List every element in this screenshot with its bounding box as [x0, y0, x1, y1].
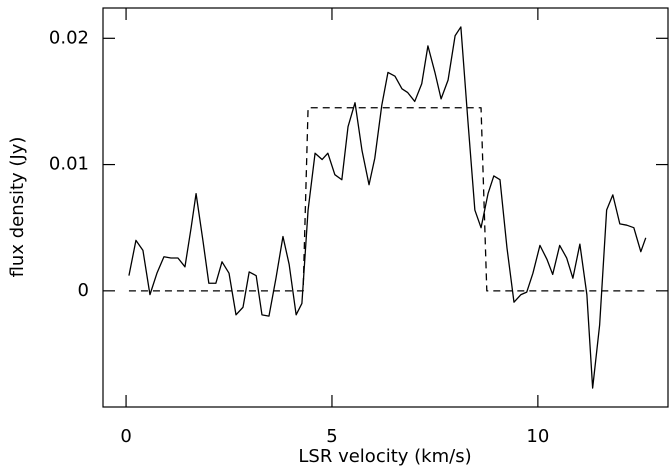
plot-frame — [102, 7, 669, 408]
model-line — [128, 107, 646, 292]
spectrum-line — [128, 26, 647, 389]
x-tick-label: 0 — [120, 426, 131, 447]
x-axis-label: LSR velocity (km/s) — [298, 446, 471, 467]
y-tick-label: 0 — [78, 280, 89, 301]
y-axis-label: flux density (Jy) — [7, 137, 28, 278]
y-tick-label: 0.02 — [49, 27, 89, 48]
x-tick-label: 10 — [526, 426, 549, 447]
y-tick-label: 0.01 — [49, 154, 89, 175]
x-tick-label: 5 — [326, 426, 337, 447]
